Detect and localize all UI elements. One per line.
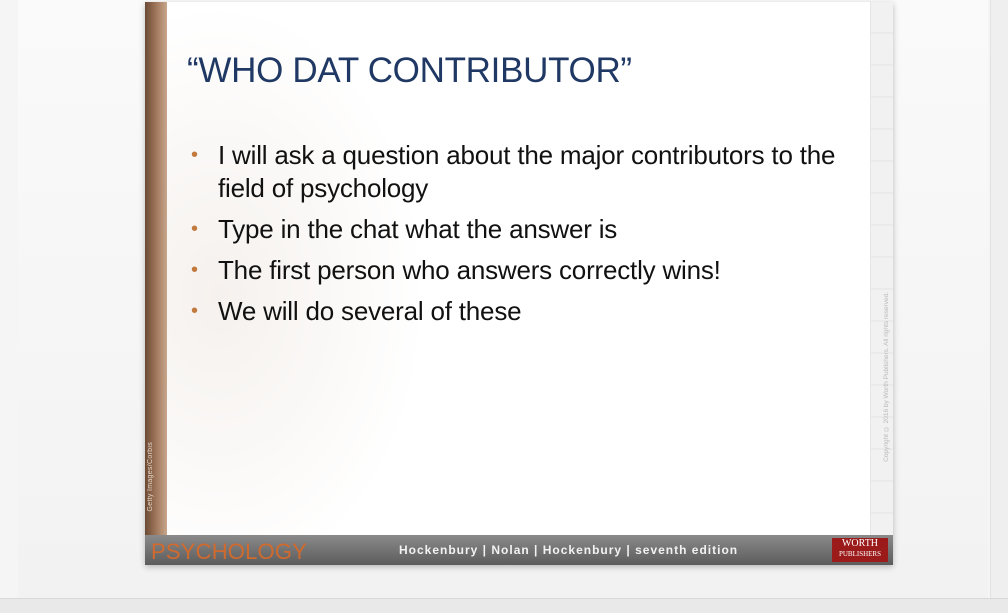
- slide-photo-strip: Getty Images/Corbis: [145, 2, 167, 535]
- photo-credit: Getty Images/Corbis: [147, 442, 154, 512]
- bullet-text: I will ask a question about the major co…: [218, 140, 836, 203]
- slide: Getty Images/Corbis Copyright © 2016 by …: [145, 2, 893, 565]
- bullet-text: We will do several of these: [218, 296, 522, 326]
- publisher-logo-line2: PUBLISHERS: [838, 550, 881, 558]
- slide-photo-overlay: [167, 2, 427, 535]
- bullet-item: • The first person who answers correctly…: [191, 254, 851, 287]
- slide-right-edge: Copyright © 2016 by Worth Publishers. Al…: [870, 2, 893, 535]
- bullet-dot-icon: •: [191, 259, 198, 281]
- bullet-item: • Type in the chat what the answer is: [191, 213, 851, 246]
- slide-title: “WHO DAT CONTRIBUTOR”: [187, 51, 632, 90]
- publisher-logo-line1: WORTH: [841, 538, 879, 549]
- bullet-dot-icon: •: [191, 144, 198, 166]
- bullet-dot-icon: •: [191, 300, 198, 322]
- book-authors: Hockenbury | Nolan | Hockenbury | sevent…: [399, 543, 739, 557]
- publisher-logo: WORTH PUBLISHERS: [832, 538, 888, 562]
- bullet-text: The first person who answers correctly w…: [218, 255, 721, 285]
- slide-footer: PSYCHOLOGY Hockenbury | Nolan | Hockenbu…: [145, 535, 893, 565]
- viewer-bottom-bar: [0, 598, 1008, 613]
- bullet-item: • I will ask a question about the major …: [191, 139, 851, 205]
- book-title: PSYCHOLOGY: [151, 539, 308, 564]
- bullet-text: Type in the chat what the answer is: [218, 214, 618, 244]
- bullet-list: • I will ask a question about the major …: [191, 139, 851, 336]
- copyright-notice: Copyright © 2016 by Worth Publishers. Al…: [883, 292, 890, 462]
- bullet-dot-icon: •: [191, 218, 198, 240]
- bullet-item: • We will do several of these: [191, 295, 851, 328]
- viewer-right-rail: [990, 0, 1008, 598]
